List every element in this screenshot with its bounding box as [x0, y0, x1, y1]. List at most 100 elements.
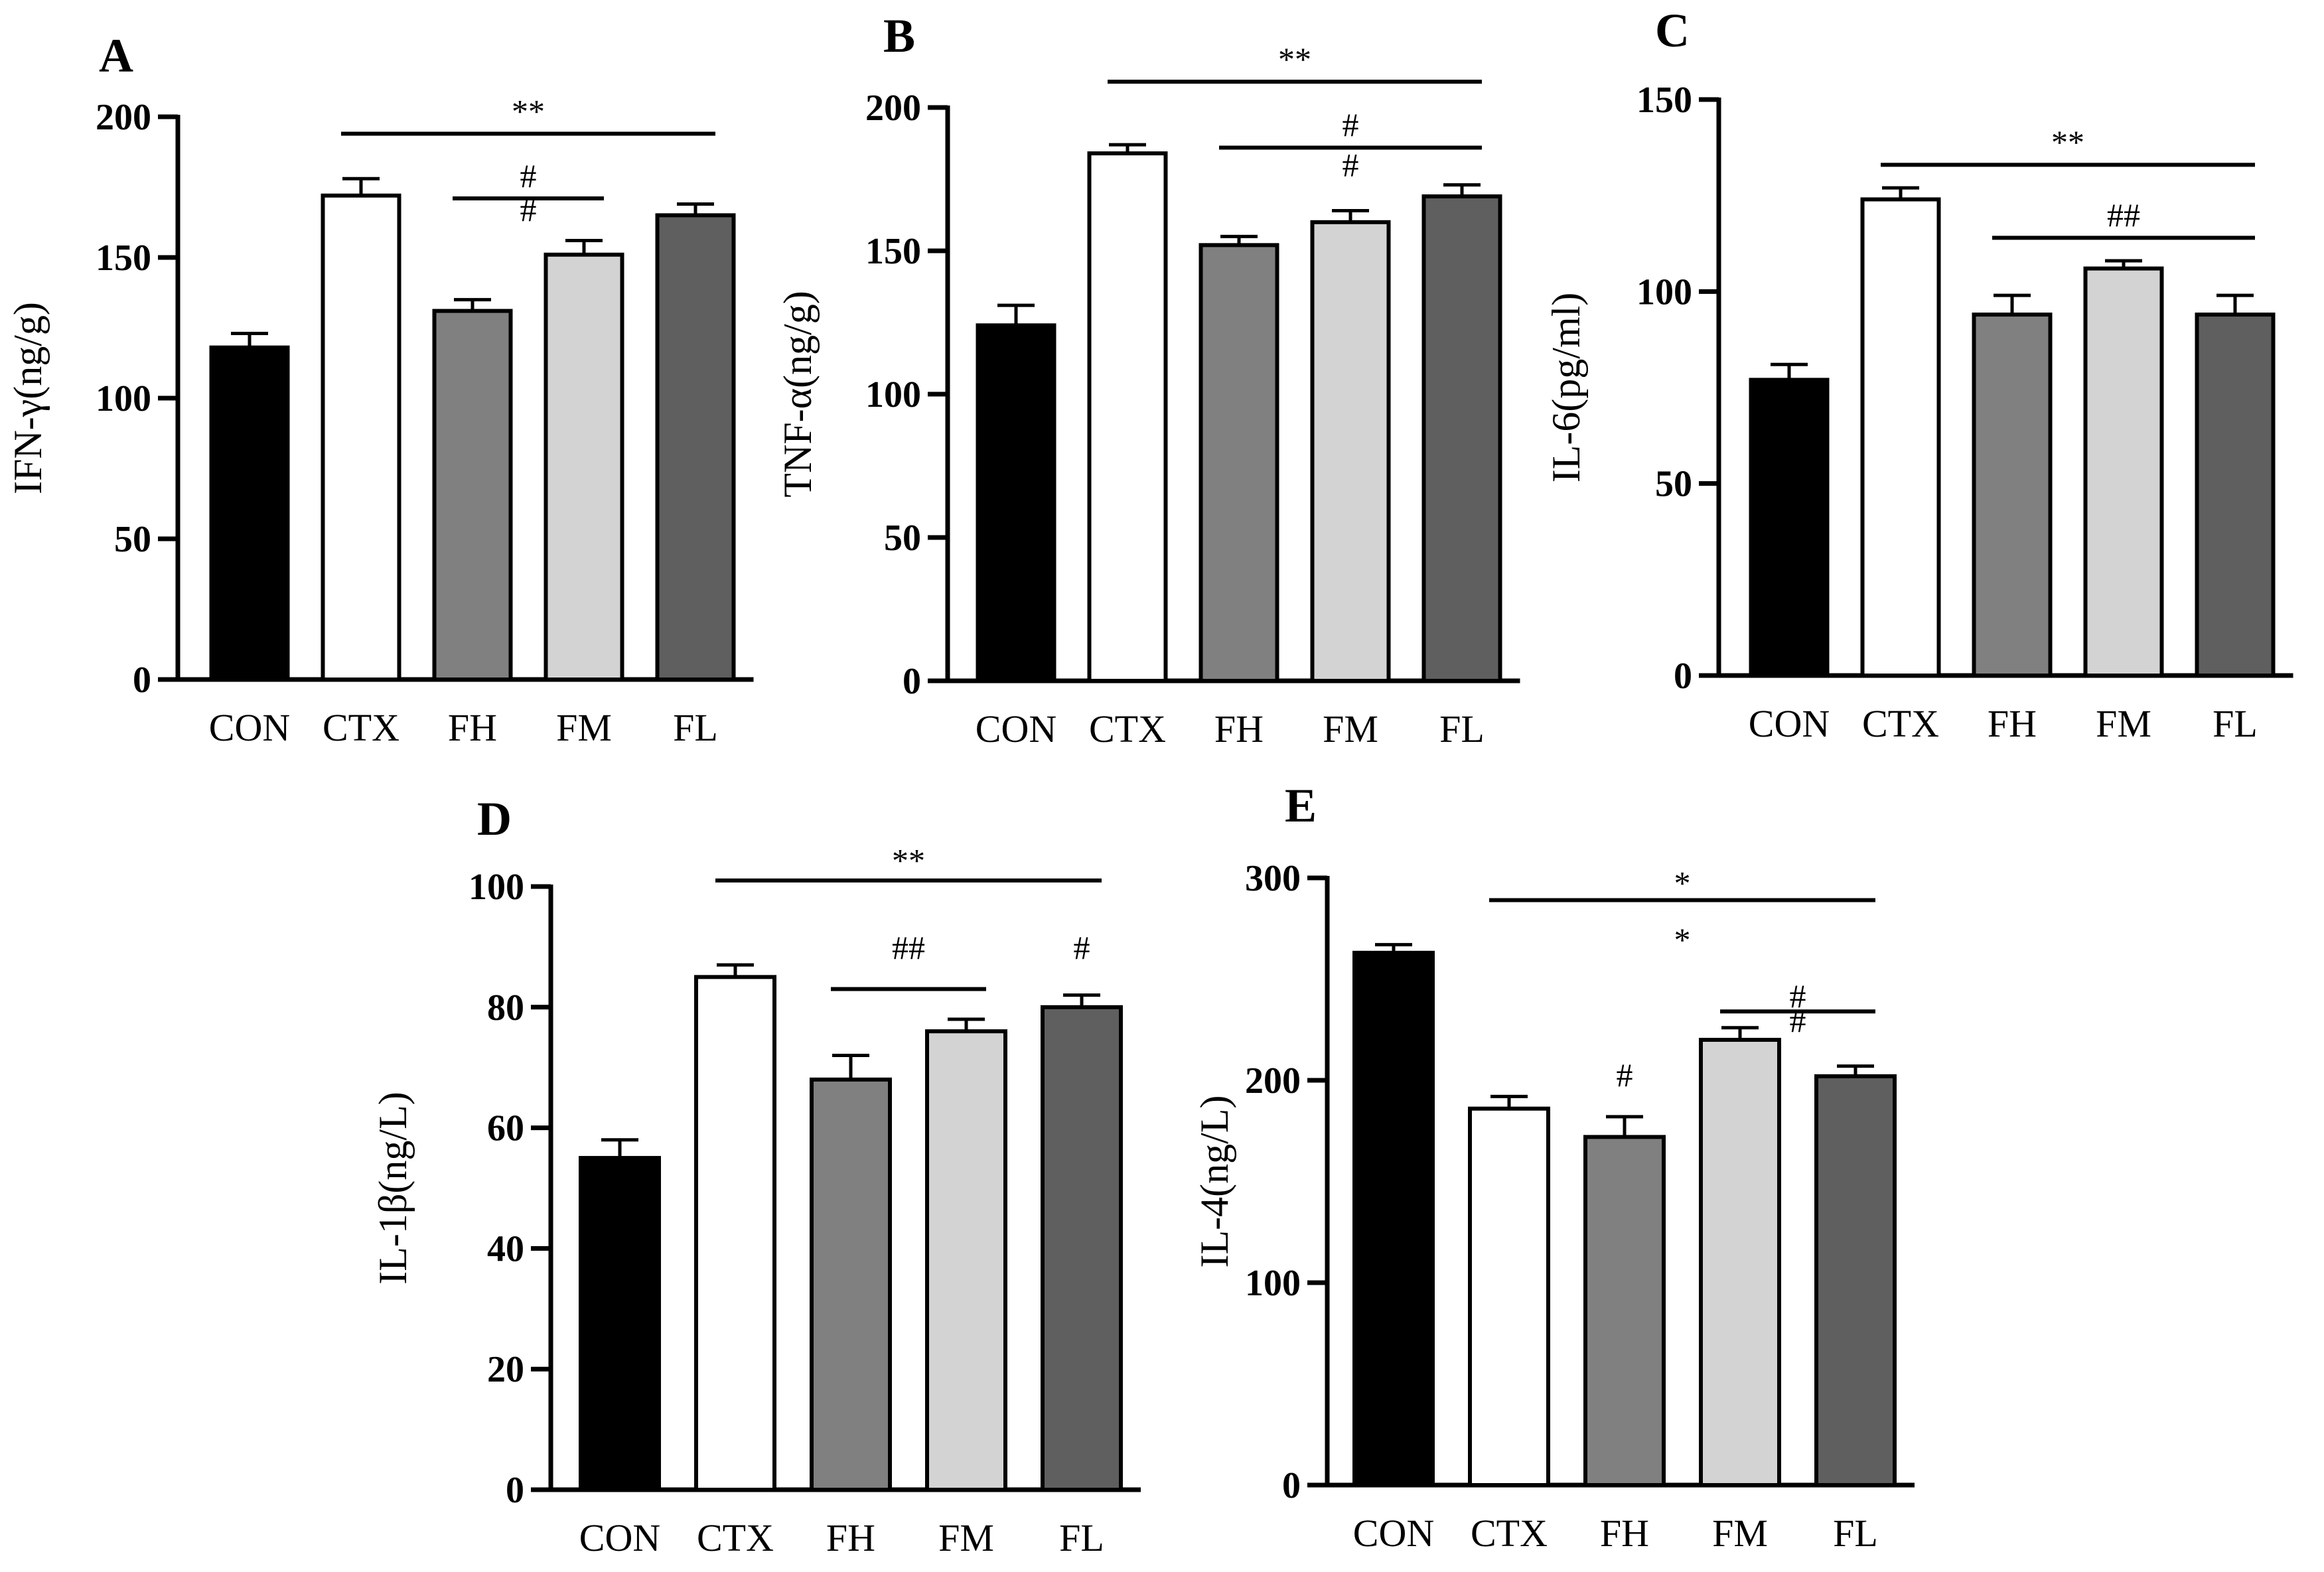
y-tick-label: 60 [487, 1108, 524, 1149]
x-tick-label: FL [1833, 1512, 1878, 1555]
bar-fl [1421, 194, 1502, 683]
significance-label: ** [1278, 40, 1311, 78]
y-tick-label: 0 [1674, 656, 1692, 697]
y-tick-label: 200 [96, 97, 151, 138]
x-tick-label: FH [1214, 707, 1264, 750]
x-tick-label: CON [579, 1516, 660, 1559]
x-tick-label: CON [1749, 702, 1830, 745]
bar-con [976, 323, 1056, 683]
bar-fh [810, 1077, 892, 1492]
x-tick-label: FM [1323, 707, 1378, 750]
y-axis-label: IL-6(pg/ml) [1544, 293, 1588, 483]
significance-label: * [1674, 921, 1691, 958]
significance-label: ** [512, 92, 545, 129]
significance-label: ## [2107, 196, 2140, 234]
bar-fl [655, 213, 736, 681]
x-tick-label: FM [1712, 1512, 1768, 1555]
x-tick-label: FL [1059, 1516, 1104, 1559]
y-tick-label: 150 [1636, 80, 1692, 121]
panel-a: A IFN-γ(ng/g) 0 50 100 150 200 CON CTX FH FM FL ** ## [6, 29, 754, 749]
y-tick-label: 80 [487, 987, 524, 1029]
significance-label: # [1074, 929, 1090, 966]
bar-fh [432, 309, 513, 681]
y-tick-label: 150 [865, 231, 921, 272]
bar-fl [1041, 1005, 1123, 1492]
x-tick-label: FH [448, 706, 497, 749]
y-tick-label: 20 [487, 1349, 524, 1390]
significance-label: ** [892, 841, 925, 879]
bar-fm [2083, 266, 2164, 678]
bar-con [1749, 378, 1830, 678]
significance-label: # [1617, 1056, 1633, 1094]
y-tick-label: 50 [884, 518, 921, 559]
bar-fm [1699, 1038, 1781, 1487]
bar-ctx [694, 975, 776, 1492]
significance-label: # [1790, 1002, 1806, 1039]
y-tick-label: 50 [114, 519, 151, 560]
y-tick-label: 100 [96, 378, 151, 419]
y-tick-label: 100 [1636, 271, 1692, 313]
bar-fh [1198, 243, 1279, 683]
x-tick-label: CTX [323, 706, 399, 749]
panel-letter: C [1655, 4, 1690, 57]
bar-fh [1583, 1135, 1666, 1487]
x-tick-label: CON [1353, 1512, 1434, 1555]
panel-letter: D [477, 792, 512, 845]
significance-label: # [520, 157, 537, 194]
bar-ctx [321, 193, 401, 682]
y-tick-label: 100 [865, 374, 921, 415]
bar-ctx [1860, 197, 1941, 678]
y-axis-label: IL-1β(ng/L) [371, 1092, 415, 1284]
x-tick-label: CON [209, 706, 290, 749]
bar-fm [1310, 220, 1391, 683]
x-tick-label: FM [938, 1516, 994, 1559]
panel-letter: E [1285, 779, 1317, 832]
x-tick-label: CON [976, 707, 1056, 750]
panel-b: B TNF-α(ng/g) 0 50 100 150 200 CON CTX FH FM FL ** # # [776, 9, 1520, 750]
y-tick-label: 40 [487, 1228, 524, 1269]
y-axis-label: IFN-γ(ng/g) [6, 302, 50, 494]
x-tick-label: FH [1600, 1512, 1649, 1555]
significance-label: # [1343, 147, 1359, 184]
panel-letter: A [99, 29, 133, 82]
y-tick-label: 0 [1282, 1465, 1301, 1506]
bar-fl [2195, 313, 2276, 678]
significance-label: # [520, 191, 537, 228]
y-tick-label: 0 [133, 660, 151, 701]
y-tick-label: 300 [1245, 858, 1301, 899]
significance-label: # [1790, 977, 1806, 1015]
x-tick-label: FL [2213, 702, 2258, 745]
x-tick-label: FH [1988, 702, 2037, 745]
y-tick-label: 0 [506, 1470, 524, 1511]
bar-con [209, 345, 290, 681]
x-tick-label: CTX [1862, 702, 1939, 745]
bar-fm [544, 252, 624, 681]
bar-fl [1814, 1074, 1897, 1487]
y-tick-label: 150 [96, 238, 151, 279]
bar-ctx [1468, 1106, 1550, 1487]
bar-fm [925, 1029, 1007, 1492]
x-tick-label: CTX [697, 1516, 774, 1559]
x-tick-label: CTX [1089, 707, 1166, 750]
panel-c: C IL-6(pg/ml) 0 50 100 150 CON CTX FH FM FL ** ## [1544, 4, 2293, 745]
x-tick-label: FM [2096, 702, 2151, 745]
y-axis-label: IL-4(ng/L) [1193, 1096, 1236, 1268]
significance-label: * [1674, 864, 1691, 901]
x-tick-label: FL [673, 706, 718, 749]
panel-letter: B [883, 9, 915, 62]
significance-label: ** [2051, 123, 2084, 161]
y-tick-label: 100 [1245, 1263, 1301, 1304]
y-tick-label: 50 [1655, 464, 1692, 505]
y-tick-label: 100 [469, 867, 524, 908]
bar-con [1352, 950, 1435, 1487]
bar-con [579, 1156, 661, 1492]
significance-label: ## [892, 929, 925, 966]
x-tick-label: CTX [1471, 1512, 1548, 1555]
y-axis-label: TNF-α(ng/g) [776, 291, 820, 497]
y-tick-label: 0 [903, 661, 921, 702]
y-tick-label: 200 [865, 88, 921, 129]
significance-label: # [1343, 106, 1359, 143]
